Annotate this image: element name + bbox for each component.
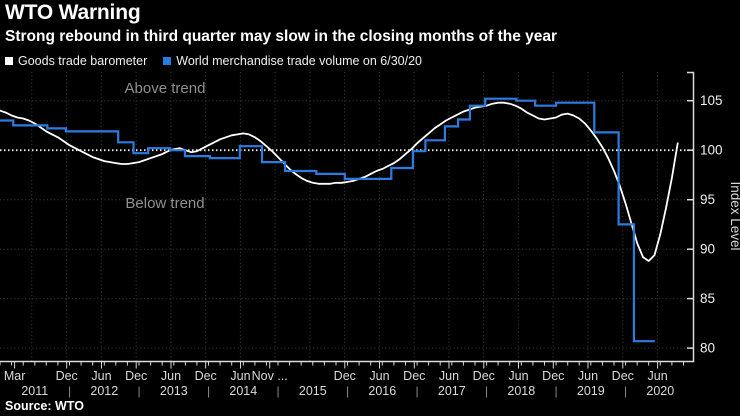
year-separator: | — [555, 384, 558, 398]
x-tick-label: Jun — [578, 369, 598, 383]
x-tick-label: Jun — [161, 369, 181, 383]
data-series — [0, 97, 679, 343]
page-title: WTO Warning — [5, 1, 141, 24]
x-tick-label: Jun — [508, 369, 528, 383]
x-tick-label: Dec — [403, 369, 425, 383]
x-tick-label: Mar — [4, 369, 26, 383]
x-tick-label: Dec — [125, 369, 147, 383]
x-tick-label: Jun — [439, 369, 459, 383]
source-credit: Source: WTO — [5, 399, 84, 413]
x-year-label: 2019 — [577, 384, 605, 398]
legend-item-goods-barometer: Goods trade barometer — [5, 54, 147, 68]
x-tick-label: Dec — [195, 369, 217, 383]
y-tick-label: 95 — [700, 192, 715, 207]
x-year-label: 2020 — [646, 384, 674, 398]
y-axis-title: Index Level — [728, 181, 740, 250]
legend: Goods trade barometer World merchandise … — [5, 54, 422, 68]
x-tick-label: Dec — [334, 369, 356, 383]
y-tick-label: 90 — [700, 242, 715, 257]
x-tick-label: Jun — [91, 369, 111, 383]
year-separator: | — [207, 384, 210, 398]
x-year-label: 2018 — [507, 384, 535, 398]
year-separator: | — [624, 384, 627, 398]
x-tick-label: Jun — [230, 369, 250, 383]
x-year-label: 2012 — [90, 384, 118, 398]
x-year-label: 2013 — [160, 384, 188, 398]
x-tick-label: Dec — [612, 369, 634, 383]
legend-item-trade-volume: World merchandise trade volume on 6/30/2… — [163, 54, 422, 68]
year-separator: | — [68, 384, 71, 398]
year-separator: | — [137, 384, 140, 398]
x-year-label: 2014 — [229, 384, 257, 398]
chart-subtitle: Strong rebound in third quarter may slow… — [5, 28, 558, 45]
legend-marker-icon — [163, 57, 172, 65]
x-tick-label: Nov ... — [252, 369, 288, 383]
x-tick-label: Dec — [473, 369, 495, 383]
vertical-gridlines — [31, 72, 658, 361]
year-separator: | — [276, 384, 279, 398]
annotation-above-trend: Above trend — [125, 80, 206, 97]
x-tick-label: Dec — [56, 369, 78, 383]
x-tick-label: Jun — [648, 369, 668, 383]
y-tick-label: 85 — [700, 291, 715, 306]
series-goods-trade-barometer — [0, 101, 679, 262]
series-world-merchandise-trade-volume — [0, 97, 655, 343]
annotation-below-trend: Below trend — [125, 195, 204, 212]
x-year-label: 2017 — [438, 384, 466, 398]
axes — [0, 71, 695, 369]
legend-marker-icon — [5, 57, 13, 65]
legend-label: World merchandise trade volume on 6/30/2… — [176, 54, 422, 68]
horizontal-gridlines — [0, 100, 693, 349]
year-separator: | — [485, 384, 488, 398]
year-separator: | — [416, 384, 419, 398]
year-separator: | — [346, 384, 349, 398]
y-tick-label: 105 — [700, 93, 723, 108]
axis-frame — [0, 71, 695, 363]
y-tick-label: 80 — [700, 341, 715, 356]
x-tick-label: Dec — [542, 369, 564, 383]
x-year-label: 2011 — [21, 384, 48, 398]
y-tick-label: 100 — [700, 143, 723, 158]
x-tick-label: Jun — [369, 369, 389, 383]
x-year-label: 2015 — [299, 384, 327, 398]
x-year-label: 2016 — [368, 384, 396, 398]
legend-label: Goods trade barometer — [18, 54, 148, 68]
